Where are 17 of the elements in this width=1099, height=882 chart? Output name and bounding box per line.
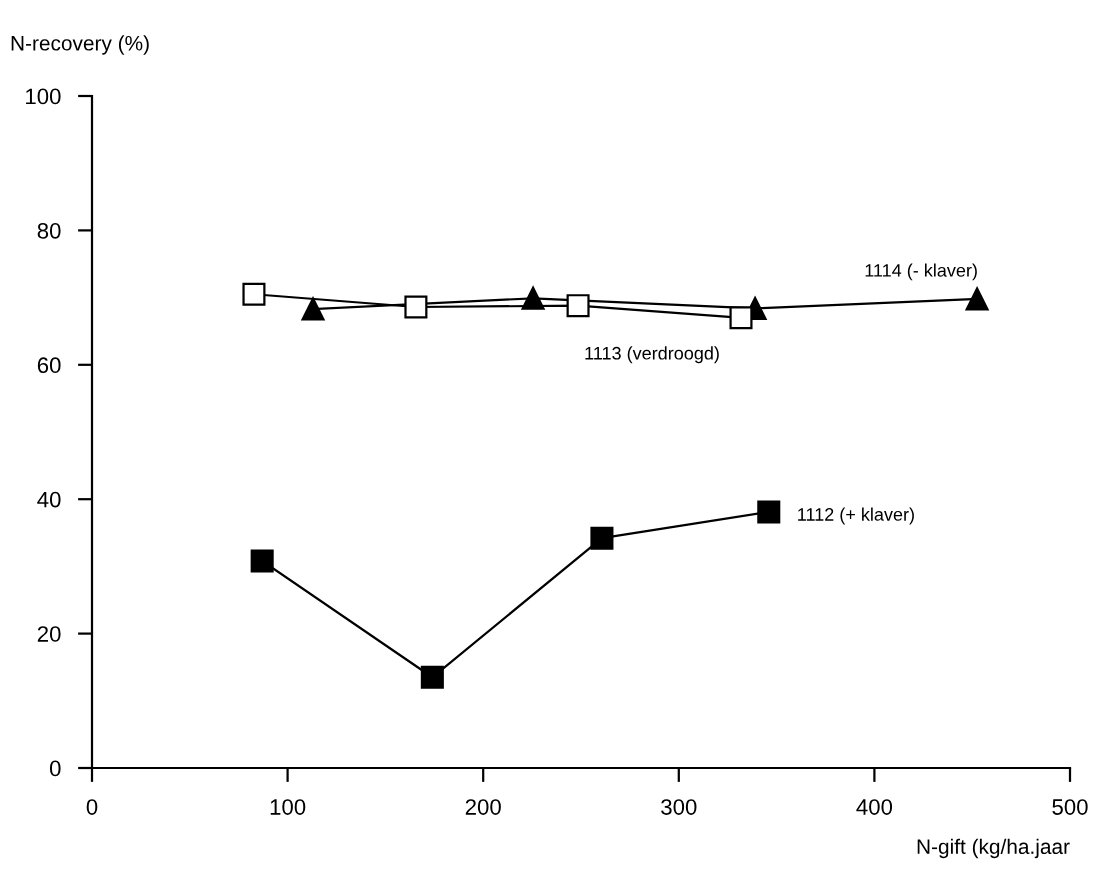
y-tick-label: 60 [37,357,61,374]
x-tick-label: 500 [1052,799,1088,815]
series-label: 1112 (+ klaver) [798,507,914,525]
series-label: 1113 (verdroogd) [585,346,719,364]
x-tick-label: 300 [661,799,697,815]
y-tick-label: 0 [49,760,61,777]
series-label: 1114 (- klaver) [865,263,977,281]
x-axis-title: N-gift (kg/ha.jaar [917,838,1070,859]
y-tick-label: 40 [37,491,61,508]
x-tick-label: 200 [465,799,501,815]
y-tick-label: 20 [37,626,61,642]
x-tick-label: 0 [86,799,98,815]
y-tick-label: 100 [26,88,61,105]
x-tick-label: 400 [856,799,893,815]
x-tick-label: 100 [270,799,306,815]
y-tick-label: 80 [37,222,61,239]
y-axis-title: N-recovery (%) [11,35,149,55]
